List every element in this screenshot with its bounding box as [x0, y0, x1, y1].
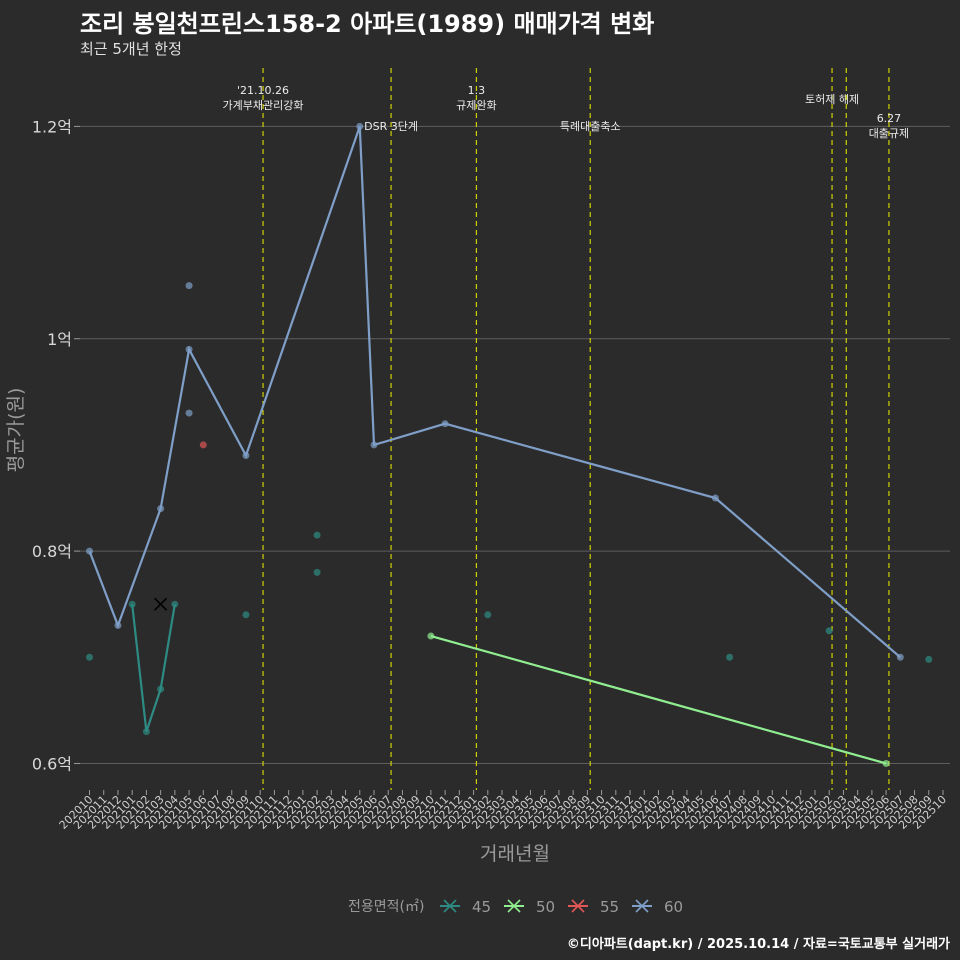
data-point-45	[484, 611, 492, 619]
legend-marker-60	[635, 899, 649, 913]
data-point-45	[925, 655, 933, 663]
data-point-50	[882, 759, 890, 767]
data-point-45	[128, 600, 136, 608]
event-label: 6.27	[877, 112, 902, 125]
event-label: 규제완화	[456, 99, 496, 112]
legend-marker-45	[443, 899, 457, 913]
data-point-45	[157, 685, 165, 693]
event-label: DSR 3단계	[364, 120, 418, 133]
data-point-45	[171, 600, 179, 608]
legend-label-50: 50	[536, 898, 555, 916]
legend-label-60: 60	[664, 898, 683, 916]
chart-title: 조리 봉일천프린스158-2 아파트(1989) 매매가격 변화	[80, 10, 655, 38]
data-point-60	[114, 621, 122, 629]
event-label: '21.10.26	[237, 84, 289, 97]
data-point-60	[370, 441, 378, 449]
event-label: 토허제 해제	[805, 92, 859, 106]
data-point-55	[199, 441, 207, 449]
series-line-60	[88, 126, 902, 659]
event-label: 특례대출축소	[560, 120, 621, 133]
data-point-45	[142, 728, 150, 736]
legend-title: 전용면적(㎡)	[348, 899, 424, 915]
data-point-45	[242, 611, 250, 619]
series-line-45	[131, 604, 176, 732]
data-point-45	[313, 568, 321, 576]
data-point-60	[185, 409, 193, 417]
data-point-45	[86, 653, 93, 661]
data-point-60	[185, 282, 193, 290]
data-point-60	[896, 653, 904, 661]
series-line-50	[430, 634, 887, 765]
data-point-cross-45	[154, 597, 168, 611]
y-tick-label: 0.6억	[32, 754, 72, 773]
data-point-60	[157, 505, 165, 513]
data-point-60	[86, 547, 93, 555]
data-point-60	[242, 452, 250, 460]
x-axis-title: 거래년월	[480, 843, 550, 865]
source-credit: ©디아파트(dapt.kr) / 2025.10.14 / 자료=국토교통부 실…	[566, 937, 950, 952]
y-tick-label: 1억	[47, 330, 72, 349]
event-label: 가계부채관리강화	[223, 99, 304, 112]
legend-marker-55	[571, 899, 585, 913]
data-point-45	[726, 653, 734, 661]
chart-subtitle: 최근 5개년 한정	[80, 40, 182, 58]
event-label: 1.3	[468, 84, 486, 97]
event-label: 대출규제	[869, 127, 909, 140]
data-point-45	[825, 627, 833, 635]
data-point-60	[711, 494, 719, 502]
legend-marker-50	[507, 899, 521, 913]
y-tick-label: 1.2억	[32, 117, 72, 136]
legend-label-45: 45	[472, 898, 491, 916]
y-axis-title: 평균가(원)	[5, 388, 27, 473]
data-point-45	[313, 531, 321, 539]
data-point-60	[185, 345, 193, 353]
data-point-60	[356, 122, 364, 130]
y-tick-label: 0.8억	[32, 542, 72, 561]
legend-label-55: 55	[600, 898, 619, 916]
data-point-60	[441, 420, 449, 428]
data-point-50	[427, 632, 435, 640]
